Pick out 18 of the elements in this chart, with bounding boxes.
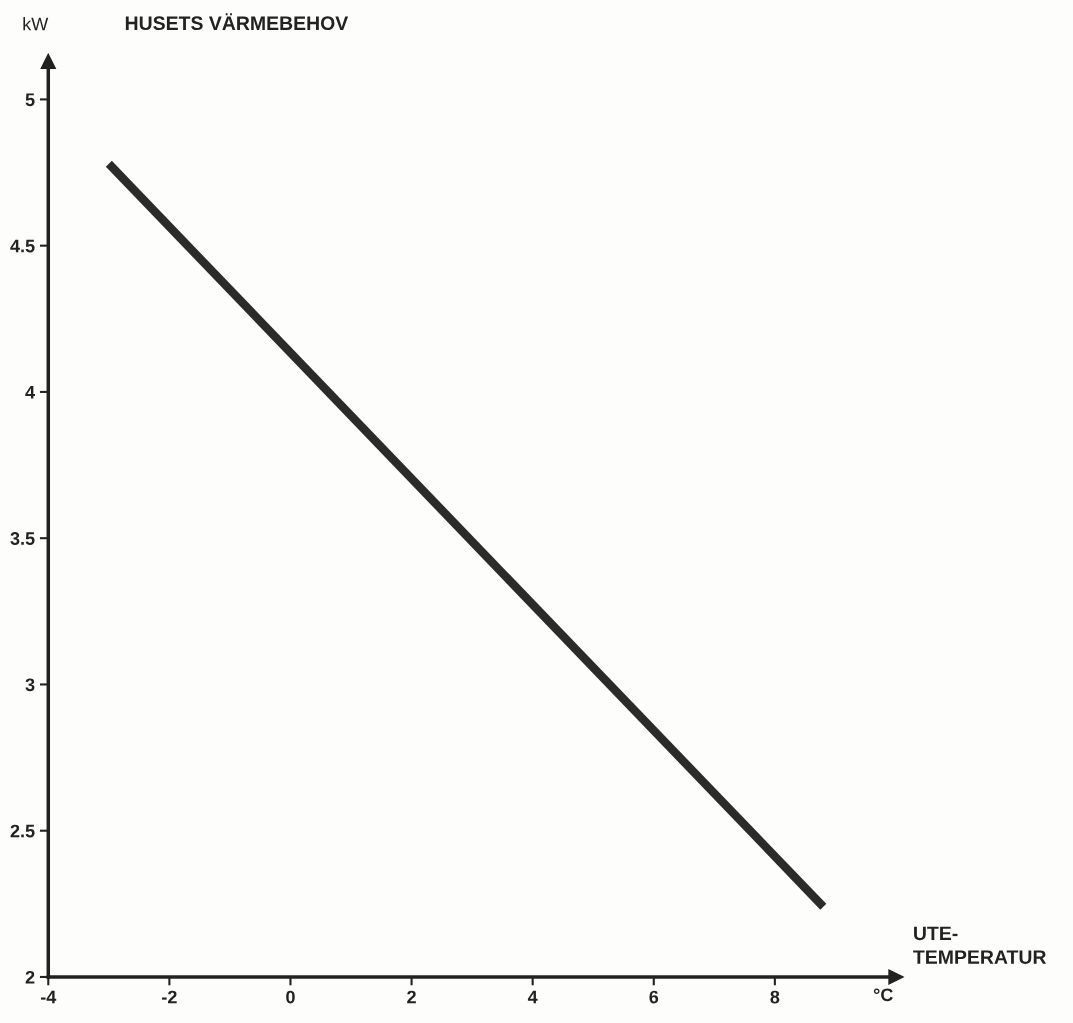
y-tick-label: 3.5 bbox=[10, 532, 35, 545]
x-tick-label: 8 bbox=[770, 990, 780, 1004]
y-tick-label: 2.5 bbox=[10, 824, 35, 838]
chart-title: HUSETS VÄRMEBEHOV bbox=[125, 13, 349, 31]
x-tick-label: 6 bbox=[649, 990, 659, 1004]
x-tick-label: 2 bbox=[407, 990, 416, 1004]
x-tick-label: 4 bbox=[527, 990, 538, 1004]
y-tick-label: 2 bbox=[25, 970, 35, 984]
x-tick-label: 0 bbox=[286, 990, 295, 1004]
y-tick-label: 3 bbox=[25, 678, 35, 692]
y-axis-title: kW bbox=[23, 17, 49, 31]
text: °C bbox=[873, 988, 893, 1002]
y-tick-label: 4.5 bbox=[10, 239, 35, 253]
y-tick-label: 5 bbox=[25, 93, 35, 107]
x-tick-label: -2 bbox=[162, 990, 177, 1004]
y-tick-label: 4 bbox=[25, 386, 35, 399]
x-axis-title: UTE- TEMPERATUR bbox=[913, 926, 1047, 964]
x-tick-label: -4 bbox=[40, 990, 57, 1004]
